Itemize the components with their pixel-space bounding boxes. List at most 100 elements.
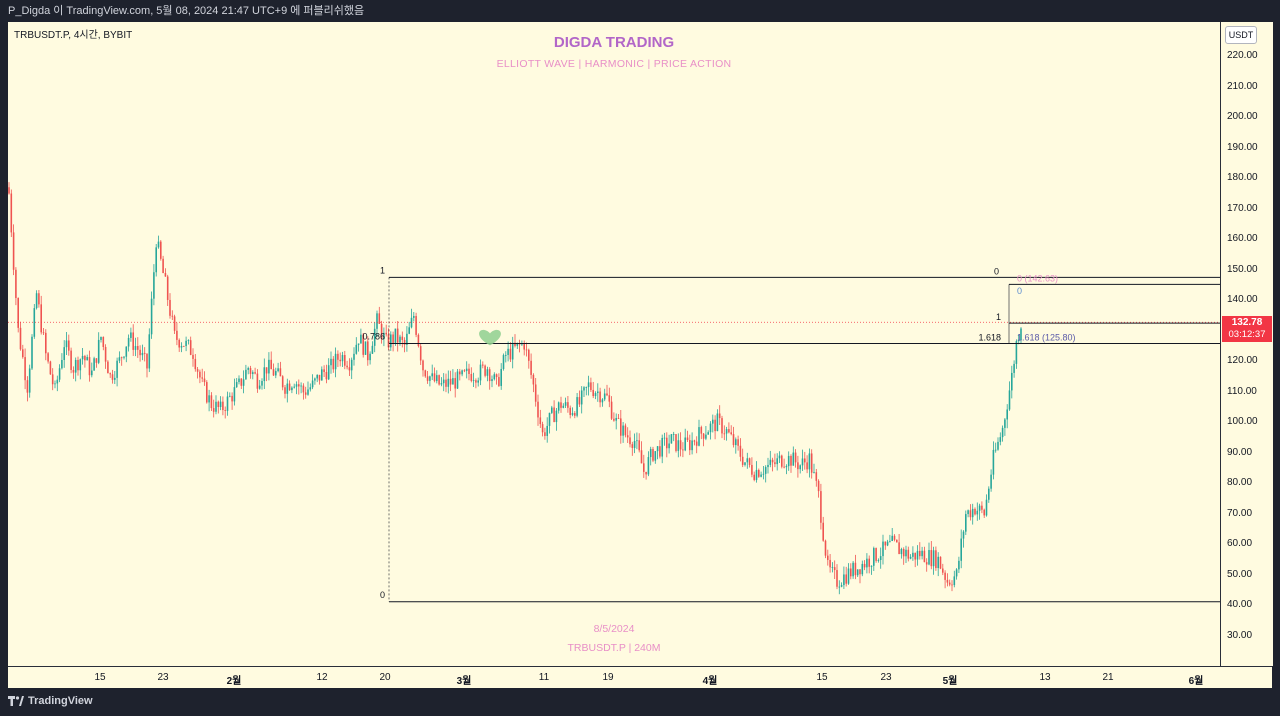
candle-body: [955, 569, 958, 577]
candle-body: [360, 334, 362, 344]
candle-body: [31, 336, 33, 369]
candle-body: [40, 304, 42, 333]
candle-body: [477, 380, 479, 383]
candle-body: [1008, 390, 1011, 410]
candle-body: [1013, 363, 1015, 373]
candle-body: [560, 402, 562, 408]
candle-body: [817, 480, 820, 492]
candle-body: [932, 550, 935, 567]
candle-body: [769, 459, 772, 465]
candle-body: [125, 346, 128, 357]
candle-body: [120, 357, 123, 359]
candle-body: [824, 540, 827, 556]
candle-body: [840, 585, 843, 587]
candle-body: [231, 395, 233, 402]
candle-body: [139, 349, 141, 356]
candle-body: [590, 382, 592, 390]
candle-body: [647, 457, 650, 475]
candle-body: [249, 368, 252, 374]
currency-selector[interactable]: USDT: [1225, 26, 1257, 44]
candle-body: [298, 384, 300, 387]
candle-body: [730, 432, 732, 435]
candle-body: [907, 549, 910, 559]
candle-body: [176, 330, 178, 340]
candle-body: [753, 474, 755, 480]
candle-body: [640, 450, 643, 464]
candle-body: [252, 372, 254, 374]
tradingview-logo[interactable]: TradingView: [8, 695, 93, 707]
candle-body: [229, 395, 231, 397]
candle-body: [675, 434, 677, 451]
candle-body: [242, 379, 245, 386]
candle-body: [344, 355, 346, 366]
candle-body: [482, 364, 484, 366]
publish-header-text: P_Digda 이 TradingView.com, 5월 08, 2024 2…: [8, 5, 365, 17]
candle-body: [833, 567, 836, 571]
candle-body: [339, 359, 341, 362]
candle-body: [523, 343, 525, 350]
candle-body: [801, 458, 804, 466]
candle-body: [210, 395, 213, 409]
candle-body: [109, 373, 111, 375]
candle-body: [222, 401, 224, 411]
candle-body: [134, 346, 137, 350]
candle-body: [594, 393, 597, 397]
fib-left-level-label: 0: [380, 590, 385, 600]
candle-body: [684, 437, 686, 451]
candle-body: [1015, 341, 1018, 364]
candle-body: [663, 437, 666, 439]
candle-body: [797, 462, 799, 470]
candle-body: [923, 550, 926, 563]
time-tick-label: 23: [157, 672, 169, 683]
chart-area[interactable]: 1 0.786 0 0 0 (142.63) 0 1 1.618 1.618 (125.80) …: [8, 22, 1220, 666]
candle-body: [1017, 340, 1020, 342]
candle-body: [364, 341, 367, 355]
candle-body: [380, 323, 383, 340]
candle-body: [645, 471, 647, 475]
candle-body: [886, 541, 889, 546]
candle-body: [104, 346, 107, 362]
tradingview-brand: TradingView: [28, 695, 93, 707]
candle-body: [622, 425, 624, 436]
time-tick-label: 5월: [942, 676, 958, 687]
candle-body: [994, 449, 997, 451]
candle-body: [150, 298, 153, 335]
price-tick-label: 120.00: [1227, 355, 1258, 367]
candle-body: [921, 550, 923, 557]
candle-body: [362, 334, 364, 355]
candle-body: [868, 558, 870, 567]
candle-body: [718, 413, 721, 419]
candle-body: [316, 374, 318, 379]
candle-body: [226, 396, 229, 411]
green-heart-marker: [479, 329, 501, 346]
candle-body: [401, 336, 404, 340]
candle-body: [1006, 409, 1008, 420]
price-tick-label: 180.00: [1227, 172, 1258, 184]
candle-body: [84, 355, 86, 361]
price-chart[interactable]: 1 0.786 0 0 0 (142.63) 0 1 1.618 1.618 (125.80): [8, 22, 1220, 666]
candle-body: [12, 232, 15, 270]
candle-body: [810, 453, 813, 473]
candle-body: [965, 514, 967, 532]
time-axis[interactable]: 15 23 2월 12 20 3월 11 19 4월 15 23 5월 13 21 6월: [8, 666, 1272, 689]
symbol-title[interactable]: TRBUSDT.P, 4시간, BYBIT: [14, 30, 133, 41]
candle-body: [898, 542, 900, 555]
candle-body: [238, 378, 240, 383]
watermark-symbol: TRBUSDT.P | 240M: [567, 642, 661, 654]
candle-body: [311, 380, 314, 388]
candle-body: [28, 368, 31, 393]
candle-body: [843, 574, 845, 586]
price-axis[interactable]: USDT 30.00 40.00 50.00 60.00 70.00 80.00 90.00…: [1220, 22, 1273, 666]
price-tick-label: 90.00: [1227, 446, 1253, 458]
candle-body: [958, 560, 960, 570]
candle-body: [155, 247, 157, 273]
candle-body: [997, 441, 999, 450]
candle-body: [928, 550, 930, 565]
candle-body: [47, 353, 49, 362]
candle-body: [935, 550, 937, 569]
candle-body: [666, 437, 668, 449]
candle-body: [164, 272, 167, 277]
candle-body: [171, 315, 174, 317]
candle-body: [631, 444, 634, 448]
candle-body: [54, 383, 56, 385]
